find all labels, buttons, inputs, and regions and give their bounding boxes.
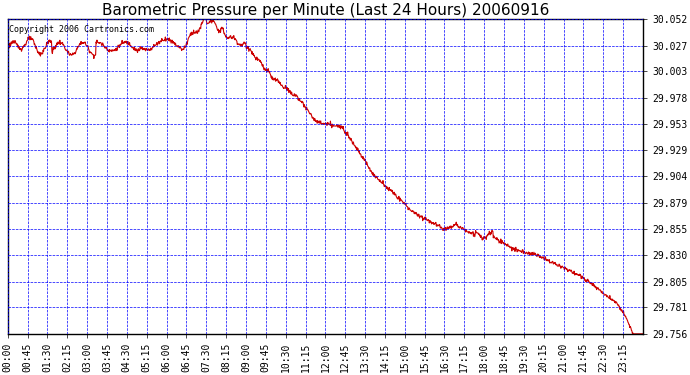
Text: Copyright 2006 Cartronics.com: Copyright 2006 Cartronics.com (9, 25, 154, 34)
Title: Barometric Pressure per Minute (Last 24 Hours) 20060916: Barometric Pressure per Minute (Last 24 … (101, 3, 549, 18)
